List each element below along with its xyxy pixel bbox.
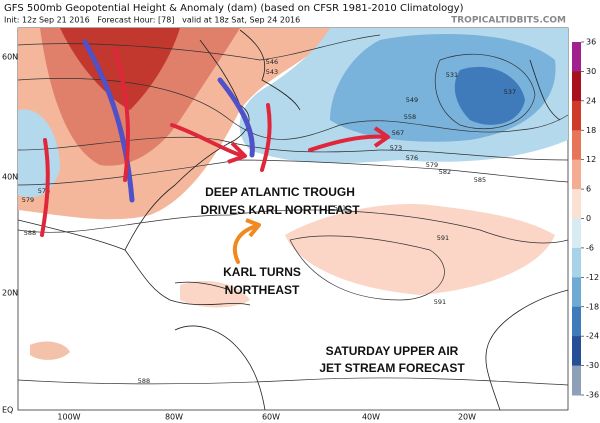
contour-label: 579	[426, 161, 438, 169]
colorbar-segment	[572, 247, 581, 278]
colorbar-tick-label: 36	[586, 38, 596, 47]
karl-arrow	[232, 224, 258, 264]
flow-arrow-head	[373, 126, 390, 148]
colorbar-segment	[572, 336, 581, 367]
warm-anomaly	[285, 204, 555, 295]
colorbar-segment	[572, 306, 581, 337]
colorbar-segment	[572, 365, 581, 396]
colorbar-tick-label: -12	[586, 273, 599, 282]
annotation: JET STREAM FORECAST	[319, 361, 465, 375]
colorbar-segment	[572, 71, 581, 102]
contour-label: 579	[22, 196, 34, 204]
colorbar-tick-label: -6	[586, 243, 594, 252]
contour-label: 591	[437, 234, 449, 242]
ridge-axis	[40, 138, 50, 237]
contour-label: 549	[406, 96, 418, 104]
watermark: TROPICALTIDBITS.COM	[451, 16, 566, 26]
contour-label: 573	[390, 144, 402, 152]
contour-label: 576	[38, 187, 50, 195]
lon-label: 40W	[362, 413, 380, 422]
colorbar-tick-label: -30	[586, 361, 599, 370]
annotation: SATURDAY UPPER AIR	[326, 344, 459, 358]
lat-label: 60N	[2, 53, 18, 62]
title: GFS 500mb Geopotential Height & Anomaly …	[4, 3, 464, 14]
annotation: DRIVES KARL NORTHEAST	[200, 203, 360, 217]
contour-label: 531	[446, 71, 458, 79]
annotation: NORTHEAST	[225, 283, 300, 297]
contour-label: 588	[24, 229, 36, 237]
colorbar-segment	[572, 130, 581, 161]
karl-arrow-head	[245, 218, 261, 238]
ridge-axis	[260, 103, 272, 172]
lon-label: 20W	[458, 413, 476, 422]
cold-anomaly	[454, 66, 525, 125]
lat-label: EQ	[2, 406, 13, 415]
colorbar: 36 30 24 18 12 6 0 -6 -12 -18 -24 -30 -36	[572, 38, 599, 400]
trough-axis	[217, 77, 255, 158]
lon-label: 60W	[262, 413, 280, 422]
colorbar-tick-label: 24	[586, 96, 596, 105]
contour-label: 537	[504, 88, 516, 96]
colorbar-tick-label: 6	[586, 185, 591, 194]
contour-label: 585	[474, 176, 486, 184]
contour-label: 588	[138, 377, 150, 385]
flow-arrow-head	[227, 141, 247, 164]
colorbar-tick-label: -24	[586, 332, 599, 341]
lon-label: 100W	[57, 413, 80, 422]
contour-label: 546	[266, 58, 278, 66]
ridge-axis	[113, 48, 130, 182]
lat-label: 40N	[2, 173, 18, 182]
flow-arrow	[170, 123, 242, 157]
contour-label: 558	[404, 113, 416, 121]
contour-label: 576	[406, 154, 418, 162]
warm-anomaly	[30, 341, 70, 360]
colorbar-tick-label: 12	[586, 155, 596, 164]
subtitle: Init: 12z Sep 21 2016 Forecast Hour: [78…	[4, 16, 300, 25]
warm-anomaly	[180, 280, 250, 308]
contour-label: 591	[334, 204, 346, 212]
map: 546 543 531 537 549 558 567 573 576 579 …	[2, 27, 569, 422]
colorbar-segment	[572, 42, 581, 72]
lat-label: 20N	[2, 289, 18, 298]
colorbar-tick-label: 30	[586, 67, 596, 76]
annotation: KARL TURNS	[223, 265, 301, 279]
trough-axis	[82, 39, 135, 203]
colorbar-tick-label: 0	[586, 214, 591, 223]
contour-label: 591	[434, 298, 446, 306]
colorbar-tick-label: -18	[586, 302, 599, 311]
flow-arrow	[308, 134, 387, 152]
contour-label: 543	[266, 68, 278, 76]
annotation: DEEP ATLANTIC TROUGH	[205, 185, 355, 199]
colorbar-segment	[572, 277, 581, 308]
contour-label: 567	[392, 129, 404, 137]
colorbar-segment	[572, 100, 581, 131]
colorbar-tick-label: -36	[586, 391, 599, 400]
lon-label: 80W	[165, 413, 183, 422]
colorbar-segment	[572, 159, 581, 190]
colorbar-segment	[572, 218, 581, 249]
colorbar-segment	[572, 189, 581, 219]
colorbar-tick-label: 18	[586, 126, 596, 135]
contour-label: 582	[439, 168, 451, 176]
